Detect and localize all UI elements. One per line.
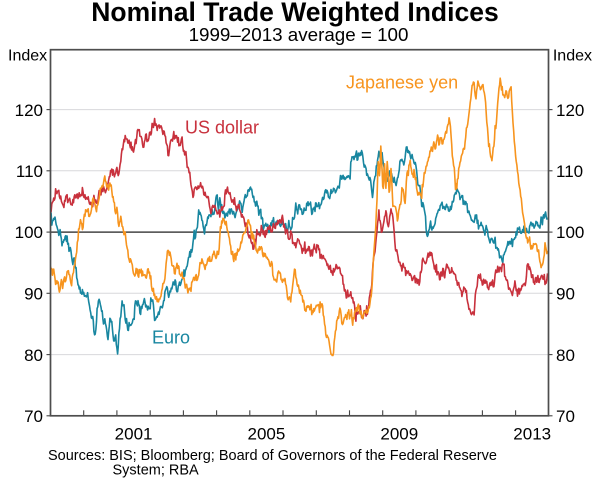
svg-text:100: 100 (556, 223, 584, 242)
svg-text:Index: Index (8, 48, 47, 65)
svg-text:Index: Index (553, 48, 592, 65)
svg-text:2009: 2009 (380, 425, 418, 444)
svg-text:70: 70 (24, 407, 43, 426)
svg-text:90: 90 (556, 285, 575, 304)
svg-text:Nominal Trade Weighted Indices: Nominal Trade Weighted Indices (91, 0, 498, 27)
svg-text:120: 120 (556, 101, 584, 120)
svg-text:US dollar: US dollar (185, 118, 259, 138)
svg-text:100: 100 (15, 223, 43, 242)
svg-text:120: 120 (15, 101, 43, 120)
svg-text:2013: 2013 (513, 425, 551, 444)
svg-text:1999–2013 average = 100: 1999–2013 average = 100 (189, 24, 409, 45)
svg-text:110: 110 (556, 162, 583, 181)
svg-text:110: 110 (16, 162, 43, 181)
svg-text:Sources: BIS; Bloomberg; Board: Sources: BIS; Bloomberg; Board of Govern… (48, 448, 497, 464)
svg-text:System; RBA: System; RBA (113, 462, 200, 478)
svg-text:80: 80 (24, 346, 43, 365)
svg-text:Japanese yen: Japanese yen (346, 73, 458, 93)
svg-text:Euro: Euro (152, 328, 190, 348)
svg-text:2005: 2005 (247, 425, 285, 444)
svg-text:70: 70 (556, 407, 575, 426)
svg-text:80: 80 (556, 346, 575, 365)
svg-text:2001: 2001 (115, 425, 153, 444)
svg-text:90: 90 (24, 285, 43, 304)
